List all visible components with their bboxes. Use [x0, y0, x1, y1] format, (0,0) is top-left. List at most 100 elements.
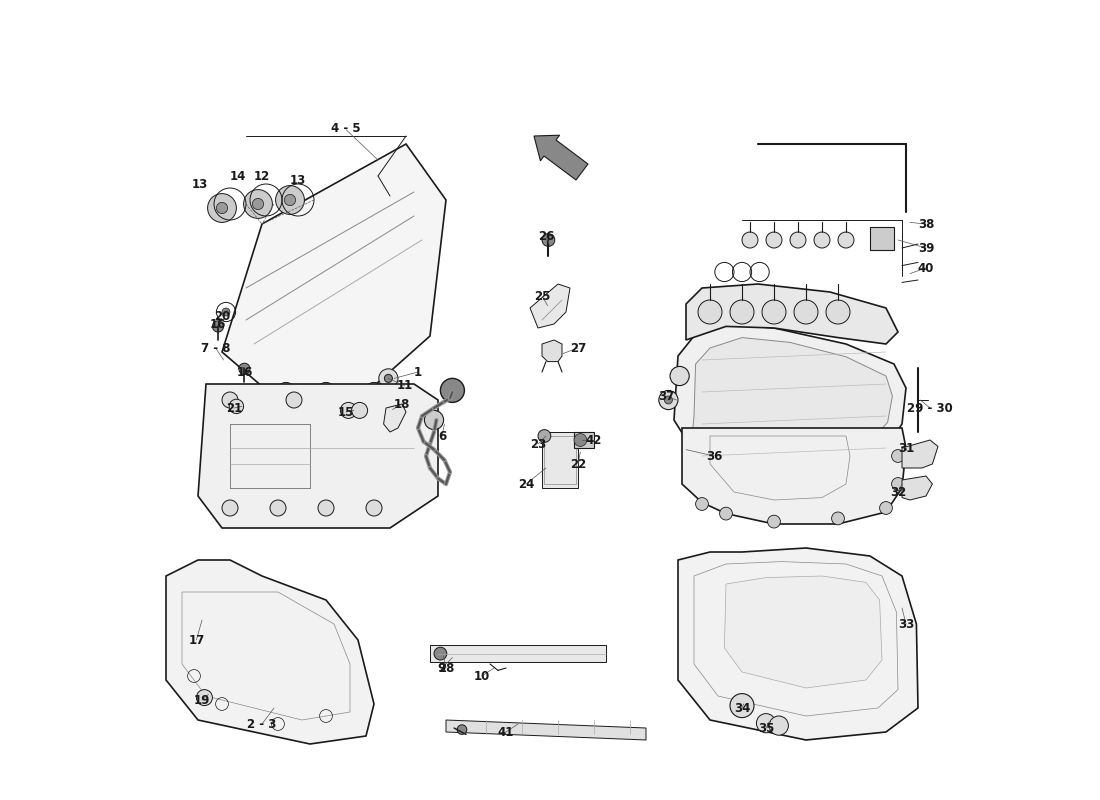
Circle shape — [880, 502, 892, 514]
Circle shape — [790, 232, 806, 248]
Circle shape — [794, 300, 818, 324]
Circle shape — [574, 434, 586, 446]
Polygon shape — [692, 338, 892, 468]
Bar — [574, 432, 594, 448]
Text: 37: 37 — [658, 390, 674, 402]
Text: 18: 18 — [394, 398, 410, 410]
Polygon shape — [725, 576, 882, 688]
Circle shape — [276, 186, 305, 214]
Circle shape — [730, 300, 754, 324]
Text: 27: 27 — [570, 342, 586, 354]
Circle shape — [384, 374, 393, 382]
Circle shape — [766, 232, 782, 248]
Bar — [230, 424, 310, 488]
Text: 23: 23 — [530, 438, 546, 450]
Circle shape — [538, 430, 551, 442]
Circle shape — [458, 725, 466, 734]
Circle shape — [286, 392, 302, 408]
Polygon shape — [542, 340, 562, 362]
Text: 16: 16 — [210, 318, 227, 330]
Polygon shape — [686, 284, 898, 344]
Circle shape — [340, 402, 356, 418]
Polygon shape — [384, 404, 406, 432]
Circle shape — [352, 402, 367, 418]
Text: 13: 13 — [191, 178, 208, 190]
Text: 16: 16 — [236, 366, 253, 378]
Circle shape — [698, 300, 722, 324]
Text: 6: 6 — [438, 430, 447, 442]
Text: 11: 11 — [396, 379, 412, 392]
Circle shape — [212, 321, 223, 332]
Circle shape — [719, 507, 733, 520]
Text: 26: 26 — [538, 230, 554, 242]
Text: 1: 1 — [414, 366, 422, 378]
FancyArrow shape — [534, 135, 588, 180]
Text: 4 - 5: 4 - 5 — [331, 122, 361, 134]
Circle shape — [364, 382, 384, 402]
Circle shape — [366, 500, 382, 516]
Circle shape — [285, 194, 296, 206]
Text: 22: 22 — [570, 458, 586, 470]
Text: 28: 28 — [438, 662, 454, 674]
Text: 25: 25 — [534, 290, 550, 302]
Text: 10: 10 — [474, 670, 491, 682]
Circle shape — [243, 190, 273, 218]
Text: 31: 31 — [898, 442, 914, 454]
Circle shape — [318, 500, 334, 516]
Bar — [870, 227, 894, 250]
Circle shape — [425, 410, 443, 430]
Text: 34: 34 — [734, 702, 750, 714]
Polygon shape — [530, 284, 570, 328]
Text: 12: 12 — [254, 170, 271, 182]
Text: 36: 36 — [706, 450, 723, 462]
Circle shape — [208, 194, 236, 222]
Text: 17: 17 — [188, 634, 205, 646]
Text: 33: 33 — [898, 618, 914, 630]
Circle shape — [440, 378, 464, 402]
Circle shape — [276, 382, 296, 402]
Circle shape — [197, 690, 212, 706]
Circle shape — [769, 716, 789, 735]
Circle shape — [542, 234, 554, 246]
Circle shape — [832, 512, 845, 525]
Polygon shape — [222, 144, 446, 400]
Text: 41: 41 — [498, 726, 514, 738]
Circle shape — [222, 500, 238, 516]
Text: 14: 14 — [230, 170, 246, 182]
Circle shape — [892, 478, 904, 490]
Circle shape — [892, 450, 904, 462]
Circle shape — [838, 232, 854, 248]
Polygon shape — [674, 324, 906, 480]
Circle shape — [670, 366, 690, 386]
Circle shape — [229, 399, 243, 414]
Polygon shape — [198, 384, 438, 528]
Text: 40: 40 — [917, 262, 934, 274]
Circle shape — [317, 382, 336, 402]
Text: 35: 35 — [758, 722, 774, 734]
Text: 29 - 30: 29 - 30 — [908, 402, 953, 414]
Text: 15: 15 — [338, 406, 354, 418]
Circle shape — [378, 369, 398, 388]
Polygon shape — [446, 720, 646, 740]
Text: 19: 19 — [194, 694, 210, 706]
Text: 24: 24 — [518, 478, 535, 490]
Circle shape — [762, 300, 786, 324]
Circle shape — [826, 300, 850, 324]
Polygon shape — [902, 476, 933, 500]
Circle shape — [814, 232, 830, 248]
Circle shape — [270, 500, 286, 516]
Bar — [542, 432, 578, 488]
Circle shape — [434, 647, 447, 660]
Text: 42: 42 — [586, 434, 602, 446]
Polygon shape — [166, 560, 374, 744]
Circle shape — [239, 363, 250, 374]
Text: 2 - 3: 2 - 3 — [248, 718, 277, 730]
Circle shape — [217, 202, 228, 214]
Text: 32: 32 — [890, 486, 906, 498]
Circle shape — [695, 498, 708, 510]
Circle shape — [730, 694, 754, 718]
Text: 9: 9 — [438, 662, 447, 674]
Text: 38: 38 — [917, 218, 934, 230]
Circle shape — [222, 392, 238, 408]
Text: 21: 21 — [226, 402, 242, 414]
